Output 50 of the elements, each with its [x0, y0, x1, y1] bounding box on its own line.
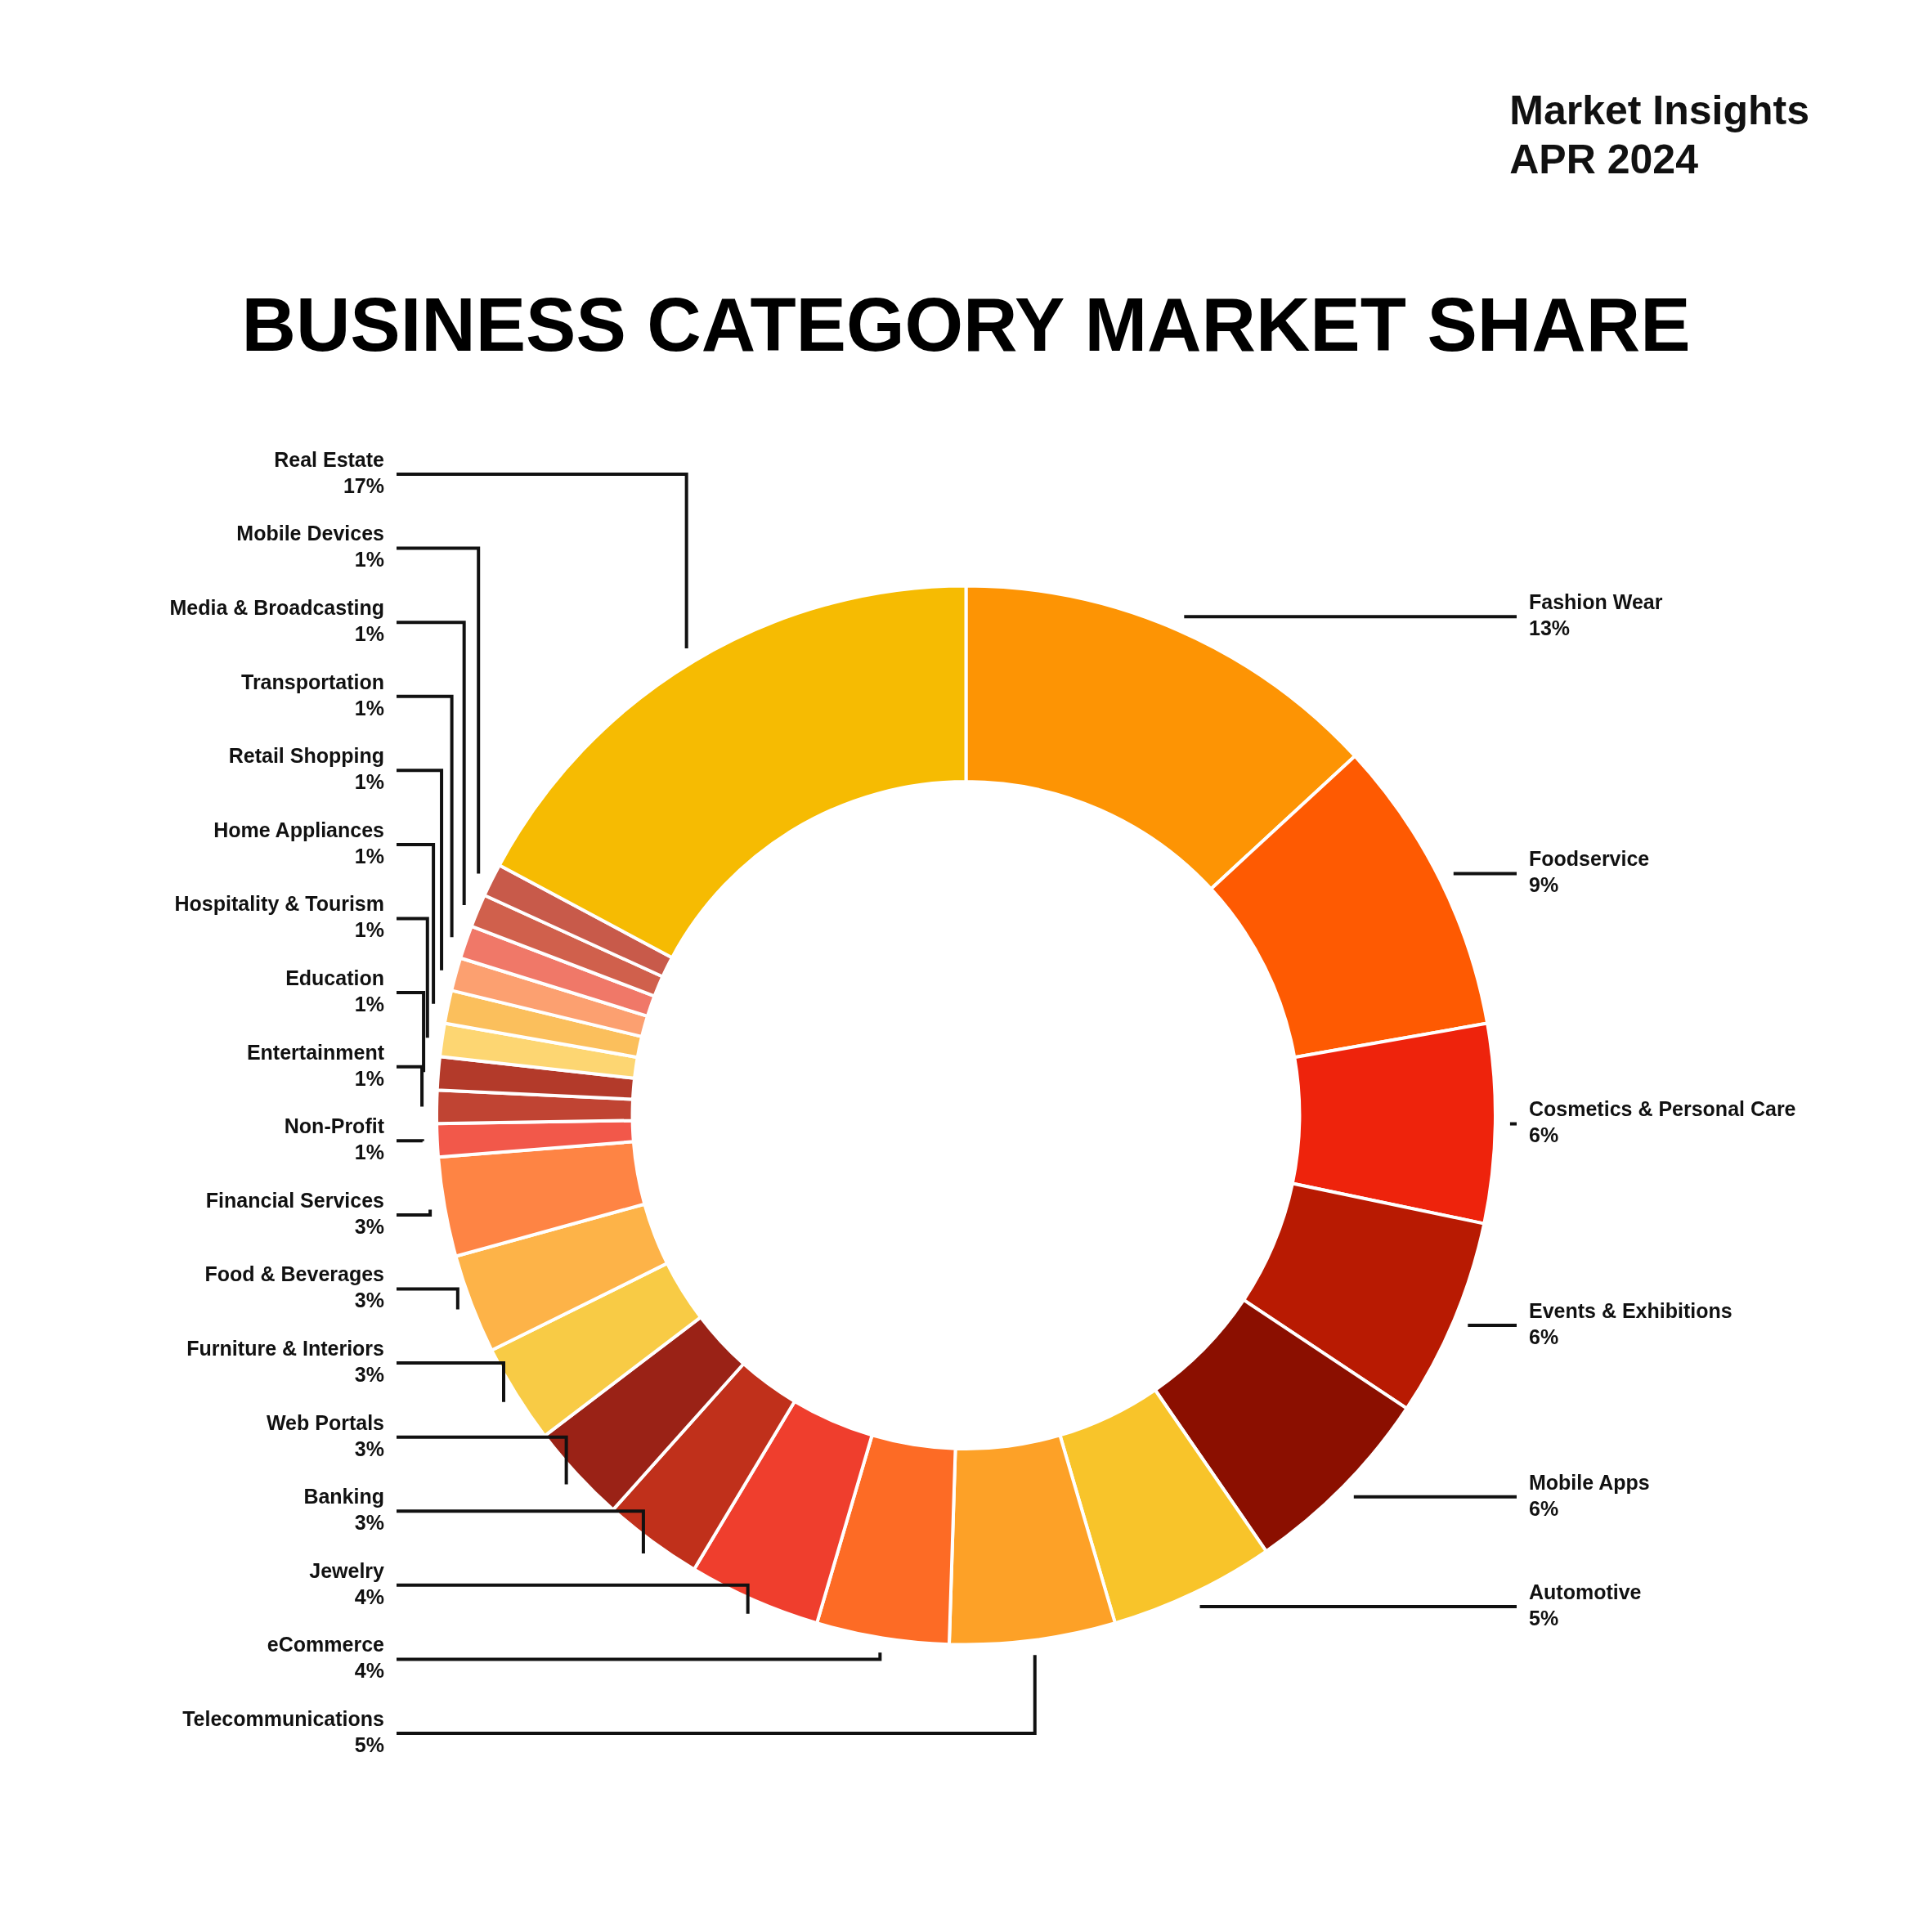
slice-label: Jewelry [309, 1558, 385, 1582]
data-label: 3% [354, 1362, 384, 1386]
data-label: 1% [354, 918, 384, 942]
chart-subtitle: Market Insights APR 2024 [1509, 87, 1809, 184]
slice-label: Hospitality & Tourism [174, 892, 384, 916]
data-label: 6% [1529, 1496, 1559, 1520]
data-label: 6% [1529, 1123, 1559, 1147]
slice-label: Cosmetics & Personal Care [1529, 1097, 1796, 1121]
data-label: 17% [343, 473, 384, 497]
slice-label: Mobile Devices [236, 522, 384, 545]
data-label: 1% [354, 844, 384, 867]
slice-label: Transportation [240, 670, 384, 693]
slice-label: Fashion Wear [1529, 590, 1663, 614]
data-label: 3% [354, 1214, 384, 1238]
chart-title: BUSINESS CATEGORY MARKET SHARE [240, 282, 1692, 368]
data-label: 6% [1529, 1325, 1559, 1348]
slice-label: Web Portals [266, 1410, 384, 1434]
slice-label: Food & Beverages [204, 1262, 384, 1286]
slice-label: Home Appliances [213, 818, 384, 841]
slice-label: Automotive [1529, 1580, 1642, 1603]
data-label: 4% [354, 1585, 384, 1608]
data-label: 1% [354, 1141, 384, 1164]
data-label: 5% [1529, 1606, 1559, 1629]
slice-label: Mobile Apps [1529, 1470, 1650, 1494]
slice-label: Education [285, 966, 384, 990]
data-label: 3% [354, 1437, 384, 1460]
data-label: 5% [354, 1733, 384, 1756]
slice-label: Foodservice [1529, 847, 1650, 871]
slice-label: Media & Broadcasting [169, 596, 384, 620]
slice-label: Non-Profit [284, 1114, 385, 1138]
slice-label: Financial Services [205, 1188, 384, 1212]
slice-label: Furniture & Interiors [186, 1336, 384, 1360]
slice-label: eCommerce [267, 1633, 385, 1656]
slice-label: Real Estate [274, 447, 385, 471]
slice-label: Telecommunications [182, 1706, 384, 1730]
data-label: 9% [1529, 873, 1559, 897]
data-label: 1% [354, 622, 384, 646]
slice-label: Retail Shopping [228, 744, 384, 768]
data-label: 1% [354, 993, 384, 1016]
data-label: 3% [354, 1511, 384, 1535]
slice-label: Entertainment [246, 1040, 385, 1064]
data-label: 1% [354, 548, 384, 572]
data-label: 13% [1529, 616, 1571, 640]
data-label: 3% [354, 1289, 384, 1312]
data-label: 1% [354, 1066, 384, 1090]
slice-label: Events & Exhibitions [1529, 1299, 1733, 1322]
slice-label: Banking [303, 1485, 384, 1508]
data-label: 1% [354, 770, 384, 794]
data-label: 1% [354, 696, 384, 719]
data-label: 4% [354, 1659, 384, 1683]
